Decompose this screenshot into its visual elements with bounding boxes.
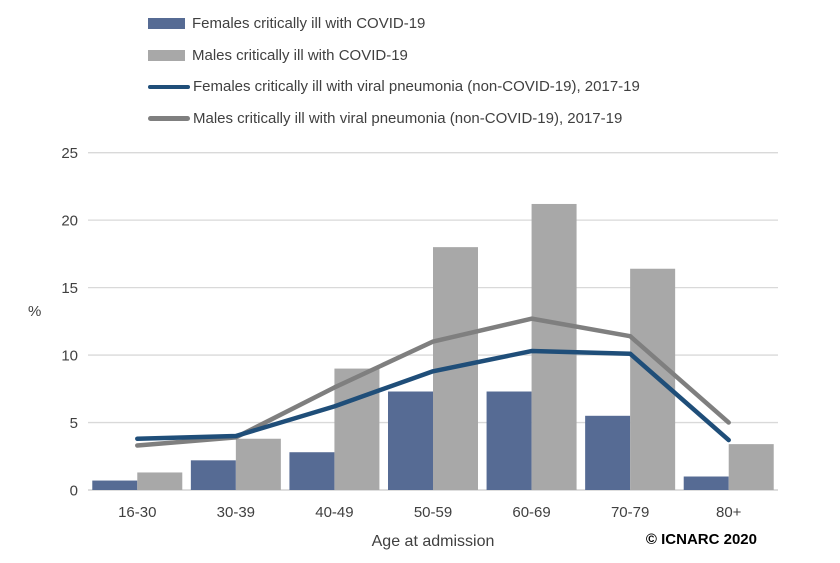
x-tick-label-30-39: 30-39 xyxy=(217,504,255,521)
bar-females-80+ xyxy=(683,476,729,490)
legend-item-females-pneumonia: Females critically ill with viral pneumo… xyxy=(148,71,640,103)
chart-legend: Females critically ill with COVID-19 Mal… xyxy=(148,8,640,134)
bar-females-30-39 xyxy=(190,460,236,490)
legend-swatch-females-pneumonia-line xyxy=(148,84,190,89)
bar-females-60-69 xyxy=(486,391,532,490)
legend-item-males-covid: Males critically ill with COVID-19 xyxy=(148,40,640,72)
bar-females-16-30 xyxy=(92,480,138,490)
copyright-label: © ICNARC 2020 xyxy=(646,531,757,548)
legend-item-males-pneumonia: Males critically ill with viral pneumoni… xyxy=(148,103,640,135)
legend-swatch-males-pneumonia-line xyxy=(148,116,190,121)
bar-males-70-79 xyxy=(630,268,676,490)
y-tick-label-5: 5 xyxy=(70,415,78,432)
legend-label-females-pneumonia: Females critically ill with viral pneumo… xyxy=(193,78,640,96)
line-females-pneumonia xyxy=(135,348,731,443)
x-tick-label-16-30: 16-30 xyxy=(118,504,156,521)
x-axis-label: Age at admission xyxy=(372,533,495,550)
legend-swatch-females-covid-bar xyxy=(148,18,185,30)
y-tick-label-20: 20 xyxy=(61,213,78,230)
y-tick-label-25: 25 xyxy=(61,145,78,162)
bar-males-16-30 xyxy=(137,472,183,490)
x-tick-label-60-69: 60-69 xyxy=(512,504,550,521)
legend-label-females-covid: Females critically ill with COVID-19 xyxy=(192,15,426,33)
x-tick-label-80+: 80+ xyxy=(716,504,742,521)
y-axis-tick-labels: 0 5 10 15 20 25 xyxy=(61,145,78,499)
y-tick-label-10: 10 xyxy=(61,348,78,365)
legend-label-males-covid: Males critically ill with COVID-19 xyxy=(192,46,408,64)
bar-females-50-59 xyxy=(388,391,433,490)
bar-males-80+ xyxy=(728,444,774,490)
bar-groups xyxy=(92,203,774,490)
bar-males-30-39 xyxy=(235,438,281,490)
legend-label-males-pneumonia: Males critically ill with viral pneumoni… xyxy=(193,109,623,127)
bar-females-70-79 xyxy=(585,415,631,490)
legend-item-females-covid: Females critically ill with COVID-19 xyxy=(148,8,640,40)
legend-swatch-males-covid-bar xyxy=(148,49,185,61)
x-axis-category-labels: 16-30 30-39 40-49 50-59 60-69 70-79 80+ xyxy=(118,504,742,521)
bar-males-40-49 xyxy=(334,368,380,490)
x-tick-label-50-59: 50-59 xyxy=(414,504,452,521)
x-tick-label-40-49: 40-49 xyxy=(315,504,353,521)
line-series-group xyxy=(135,316,731,448)
x-tick-label-70-79: 70-79 xyxy=(611,504,649,521)
bar-females-40-49 xyxy=(289,452,335,490)
y-tick-label-15: 15 xyxy=(61,280,78,297)
bar-males-60-69 xyxy=(531,203,577,490)
y-tick-label-0: 0 xyxy=(70,483,78,500)
y-axis-label: % xyxy=(28,303,41,320)
